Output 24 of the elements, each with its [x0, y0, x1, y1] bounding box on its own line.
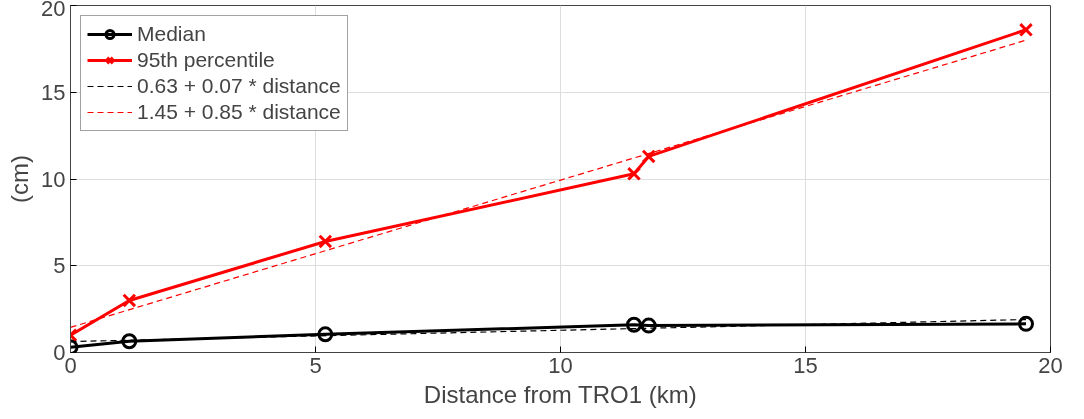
point [121, 333, 138, 350]
x-tick-label: 5 [309, 352, 322, 378]
legend-label: 0.63 + 0.07 * distance [137, 74, 341, 98]
x-axis-title: Distance from TRO1 (km) [423, 380, 697, 408]
point [640, 317, 657, 334]
x-tick-label: 20 [1038, 352, 1063, 378]
y-tick-label: 20 [41, 0, 66, 21]
x-tick-label: 15 [793, 352, 818, 378]
point [626, 316, 642, 333]
point [626, 166, 642, 181]
legend-label: 95th percentile [137, 48, 275, 72]
point [122, 293, 137, 308]
point [1018, 315, 1034, 332]
point [1018, 22, 1034, 37]
y-tick-label: 5 [53, 253, 66, 279]
legend-label: Median [137, 22, 206, 46]
point [641, 149, 656, 164]
point [318, 234, 333, 249]
y-tick-label: 10 [41, 166, 66, 192]
legend-label: 1.45 + 0.85 * distance [137, 100, 341, 124]
x-tick-label: 10 [548, 352, 573, 378]
y-axis-title: (cm) [6, 155, 34, 203]
y-tick-label: 15 [41, 79, 66, 105]
point [317, 326, 334, 343]
